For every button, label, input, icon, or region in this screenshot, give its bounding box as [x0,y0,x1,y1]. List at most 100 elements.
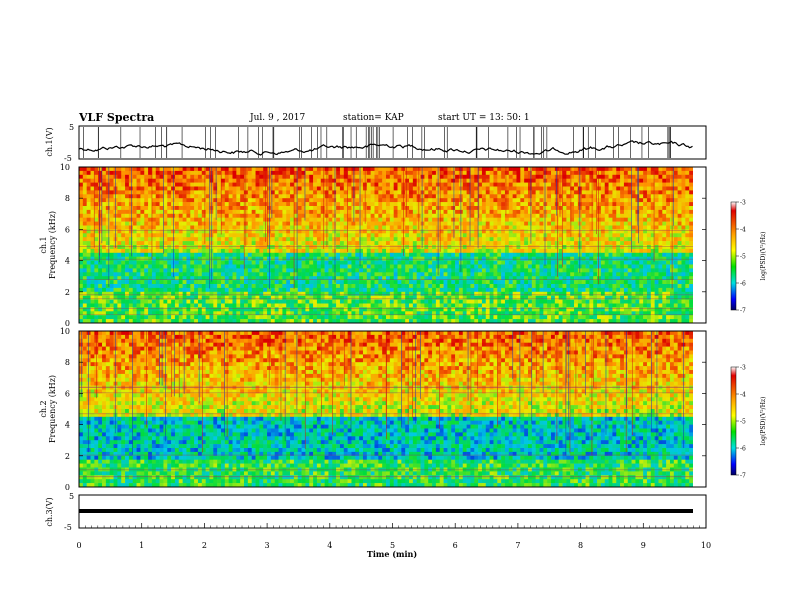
ch1-spec-cell [412,248,417,254]
ch1-spec-cell [362,268,368,273]
ch1-spec-cell [290,264,295,269]
ch1-spec-cell [412,229,417,234]
ch1-spec-cell [244,252,249,257]
ch1-spec-cell [558,194,563,199]
ch1-spec-cell [600,221,606,226]
ch1-spec-cell [267,241,272,246]
ch1-spec-cell [144,280,149,285]
ch1-spec-cell [447,248,452,254]
ch1-spec-cell [382,190,387,195]
ch1-spec-cell [558,174,563,179]
ch1-spec-cell [182,256,187,261]
ch1-spec-cell [267,206,272,211]
ch1-spec-cell [220,178,226,183]
ch1-spec-cell [462,213,467,218]
ch1-spec-cell [359,264,364,269]
ch1-spec-cell [336,264,341,269]
ch1-spec-cell [581,198,586,203]
ch1-spec-cell [301,213,306,218]
ch1-spec-cell [174,221,180,226]
ch1-spec-cell [105,241,110,246]
ch1-spec-cell [589,182,594,187]
ch1-spec-cell [224,213,229,218]
ch1-spec-cell [673,167,678,172]
ch1-spec-cell [405,248,410,254]
ch1-spec-cell [424,272,429,277]
ch1-spec-cell [286,260,291,265]
ch1-spec-cell [620,245,625,250]
ch1-spec-cell [504,280,510,285]
ch1-spec-cell [604,213,609,218]
ch1-spec-cell [558,245,563,250]
ch1-spec-cell [79,206,84,211]
ch1-spec-cell [443,178,448,183]
ch1-spec-cell [186,206,191,211]
ch1-spec-cell [497,170,502,176]
ch1-spec-cell [612,233,617,238]
ch1-spec-cell [240,194,245,199]
ch1-spec-cell [140,284,145,289]
ch1-spec-cell [136,182,141,187]
ch1-spec-cell [527,276,533,281]
ch1-spec-cell [267,174,272,179]
ch1-spec-cell [551,268,556,273]
ch1-spec-cell [420,194,425,199]
ch1-spec-cell [547,229,552,234]
ch1-spec-cell [677,237,682,242]
ch1-spec-cell [186,276,191,281]
ch1-spec-cell [186,245,191,250]
ch1-spec-cell [347,206,352,211]
ch1-spec-cell [224,276,229,281]
ch1-spec-cell [178,256,183,261]
ch1-spec-cell [478,248,483,254]
ch1-spec-cell [232,221,237,226]
ch1-spec-cell [98,174,103,179]
ch1-spec-cell [324,252,329,257]
ch1-spec-cell [416,237,421,242]
ch1-spec-cell [562,202,567,207]
ch1-spec-cell [535,198,540,203]
ch1-spec-cell [278,186,283,191]
ch1-spec-cell [677,190,682,195]
ch1-spec-cell [527,221,533,226]
ch1-spec-cell [132,190,137,195]
ch1-spec-cell [201,252,206,257]
ch1-spec-cell [155,284,160,289]
ch1-spec-cell [270,241,276,246]
ch1-spec-cell [539,245,544,250]
ch1-spec-cell [531,209,536,215]
ch1-spec-cell [612,202,617,207]
ch1-spec-cell [174,256,180,261]
ch1-spec-cell [504,217,510,222]
ch1-spec-cell [278,252,283,257]
ch1-spec-cell [386,194,391,199]
ch1-spec-cell [267,229,272,234]
ch1-spec-cell [290,252,295,257]
ch1-spec-cell [343,229,348,234]
ch1-spec-cell [639,260,644,265]
ch1-spec-cell [136,194,141,199]
ch1-spec-cell [240,221,245,226]
ch1-spec-cell [336,202,341,207]
ch1-spec-cell [589,217,594,222]
ch1-spec-cell [236,272,241,277]
ch1-spec-cell [255,209,260,215]
ch1-spec-cell [274,241,279,246]
ch1-spec-cell [148,260,153,265]
ch1-spec-cell [151,213,157,218]
ch1-spec-cell [213,276,218,281]
ch1-spec-cell [574,264,579,269]
ch1-spec-cell [370,245,375,250]
ch1-spec-cell [94,225,99,230]
figure-title: VLF Spectra [79,111,155,124]
ch1-spec-cell [220,213,226,218]
ch1-spec-cell [382,170,387,176]
ch1-spec-cell [359,225,364,230]
ch1-spec-cell [654,237,659,242]
ch1-spec-cell [148,209,153,215]
ch1-spec-cell [650,237,655,242]
ch1-spec-cell [462,241,467,246]
ch1-spec-cell [228,213,233,218]
ch1-spec-cell [194,202,199,207]
ch1-spec-cell [616,170,621,176]
